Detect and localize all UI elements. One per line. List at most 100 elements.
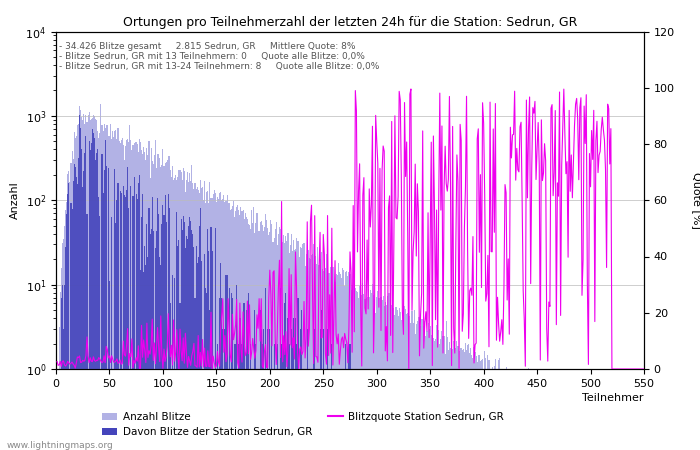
Bar [337,369,339,450]
Bar [464,352,465,450]
Bar [227,275,228,450]
Bar [253,207,254,450]
Bar [308,250,309,450]
Bar [276,344,278,450]
Bar [106,166,107,450]
Bar [354,369,355,450]
Bar [249,225,250,450]
Bar [616,369,617,450]
Bar [177,177,178,450]
Bar [102,193,104,450]
Bar [88,115,89,450]
Bar [621,369,622,450]
Bar [61,268,62,450]
Bar [341,369,342,450]
Bar [216,369,217,450]
Bar [471,369,472,450]
Bar [225,275,227,450]
Bar [207,191,209,450]
Bar [586,369,587,450]
Bar [610,369,611,450]
Bar [465,369,466,450]
Bar [254,233,256,450]
Bar [107,125,108,450]
Bar [152,161,153,450]
Bar [513,369,514,450]
Bar [639,369,640,450]
Bar [375,313,376,450]
Bar [355,369,356,450]
Bar [480,369,481,450]
Bar [543,369,544,450]
Bar [503,369,505,450]
Bar [321,310,322,450]
Bar [245,213,246,450]
Bar [612,369,613,450]
Bar [522,369,523,450]
Bar [463,349,464,450]
Bar [214,190,215,450]
Bar [509,369,510,450]
Bar [64,226,65,450]
Bar [95,118,96,450]
Bar [497,369,498,450]
Bar [354,283,355,450]
Bar [249,369,250,450]
Bar [643,369,645,450]
Legend: Anzahl Blitze, Davon Blitze der Station Sedrun, GR, Blitzquote Station Sedrun, G: Anzahl Blitze, Davon Blitze der Station … [97,408,508,441]
Bar [96,153,97,450]
Bar [237,205,238,450]
Bar [321,252,322,450]
Bar [588,369,589,450]
Bar [584,369,586,450]
Bar [160,166,161,450]
Bar [346,369,347,450]
Bar [526,369,527,450]
Bar [525,369,526,450]
Bar [428,329,430,450]
Bar [403,305,404,450]
Bar [130,140,132,450]
Bar [489,369,491,450]
Bar [538,369,539,450]
Bar [87,214,88,450]
Bar [243,303,244,450]
Bar [296,344,297,450]
Bar [594,369,596,450]
Bar [148,207,150,450]
Bar [482,359,483,450]
Bar [94,116,95,450]
Bar [615,369,616,450]
Bar [309,258,310,450]
Bar [73,181,74,450]
Bar [317,247,318,450]
Bar [514,369,515,450]
Bar [530,369,531,450]
Bar [183,168,184,450]
Bar [124,195,125,450]
Bar [342,369,343,450]
Bar [491,369,493,450]
Bar [161,165,162,450]
Bar [641,369,643,450]
Bar [405,309,406,450]
Bar [264,227,265,450]
Bar [168,156,169,450]
Bar [272,369,274,450]
Bar [363,369,365,450]
Bar [608,369,609,450]
Bar [183,216,184,450]
Bar [582,369,584,450]
Bar [76,176,77,450]
Bar [511,369,512,450]
Bar [389,293,390,450]
Bar [377,291,378,450]
Bar [560,369,561,450]
Bar [126,140,127,450]
Bar [605,369,606,450]
Bar [349,274,351,450]
Bar [483,369,484,450]
Bar [138,183,139,450]
Bar [104,140,106,450]
Bar [526,369,527,450]
